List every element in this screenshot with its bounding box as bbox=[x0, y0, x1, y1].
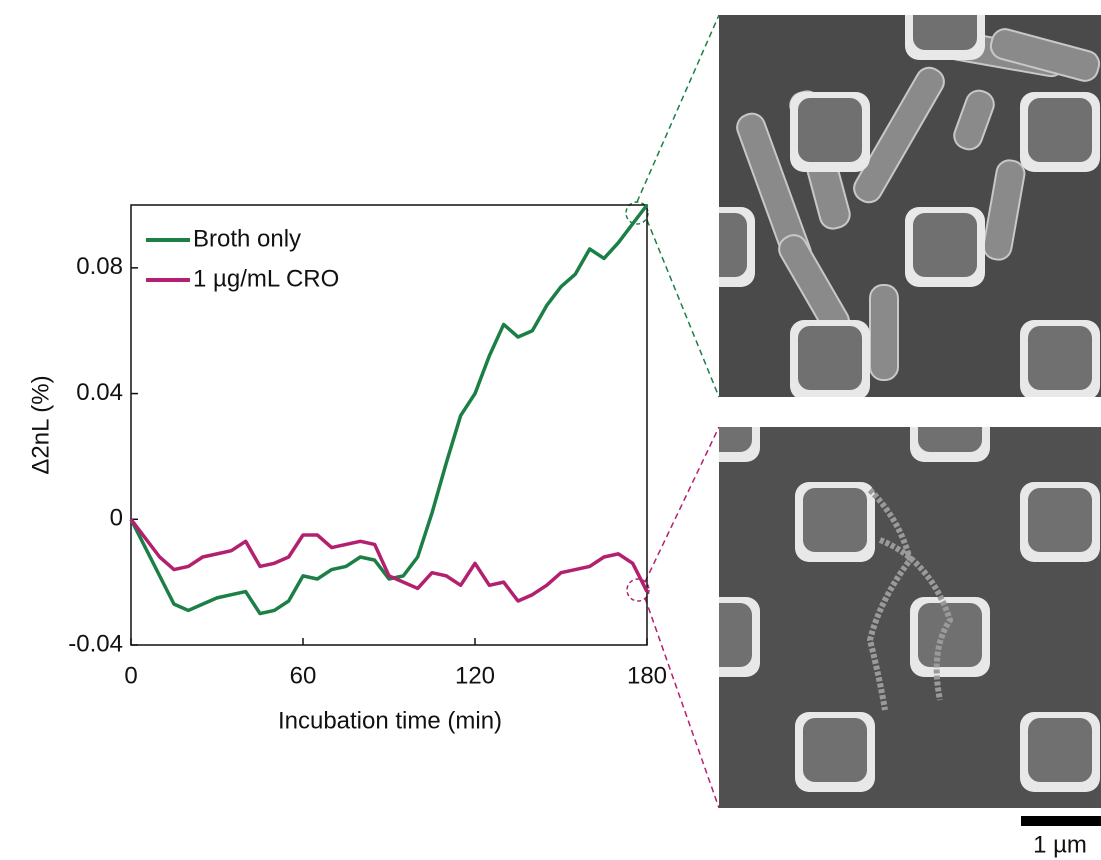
y-tick-label: -0.04 bbox=[68, 630, 123, 657]
pillar-top bbox=[798, 98, 862, 162]
series-line bbox=[129, 203, 649, 616]
pillar-top bbox=[719, 427, 752, 452]
x-axis-label: Incubation time (min) bbox=[278, 707, 502, 734]
pillar-top bbox=[798, 326, 862, 390]
legend-label: Broth only bbox=[193, 225, 301, 252]
legend-label: 1 µg/mL CRO bbox=[193, 265, 339, 292]
plot-frame bbox=[130, 204, 648, 646]
bacterium bbox=[853, 66, 945, 204]
pillar-top bbox=[1028, 488, 1092, 552]
zoom-connector bbox=[644, 426, 720, 583]
pillar-top bbox=[803, 718, 867, 782]
pillar-top bbox=[913, 213, 977, 277]
pillar-top bbox=[918, 603, 982, 667]
pillar-top bbox=[1028, 98, 1092, 162]
series-line bbox=[129, 518, 649, 603]
pillar-top bbox=[803, 488, 867, 552]
bacterium bbox=[982, 159, 1026, 261]
zoom-connector bbox=[636, 14, 720, 203]
pillar-top bbox=[913, 15, 977, 50]
bacterium bbox=[869, 284, 899, 381]
zoom-connector bbox=[644, 597, 720, 809]
x-tick-label: 0 bbox=[124, 662, 137, 689]
pillar-top bbox=[719, 603, 752, 667]
bacterium bbox=[989, 28, 1101, 82]
y-axis-label: Δ2nL (%) bbox=[27, 375, 54, 474]
sem-top bbox=[719, 15, 1101, 397]
pillar-top bbox=[918, 427, 982, 452]
zoom-circle bbox=[626, 578, 650, 602]
zoom-connector bbox=[646, 219, 720, 398]
scale-bar-label: 1 µm bbox=[1033, 831, 1087, 858]
scale-bar bbox=[1021, 816, 1101, 826]
x-tick-label: 60 bbox=[290, 662, 317, 689]
x-tick-label: 180 bbox=[627, 662, 667, 689]
x-tick-label: 120 bbox=[455, 662, 495, 689]
pillar-top bbox=[1028, 718, 1092, 782]
bacterium bbox=[953, 89, 995, 151]
y-tick-label: 0 bbox=[110, 505, 123, 532]
sem-images bbox=[719, 15, 1101, 808]
y-tick-label: 0.08 bbox=[76, 253, 123, 280]
pillar-top bbox=[719, 213, 747, 277]
bacteria-chain bbox=[866, 487, 954, 711]
sem-bottom bbox=[719, 427, 1101, 808]
y-tick-label: 0.04 bbox=[76, 379, 123, 406]
pillar-top bbox=[1028, 326, 1092, 390]
